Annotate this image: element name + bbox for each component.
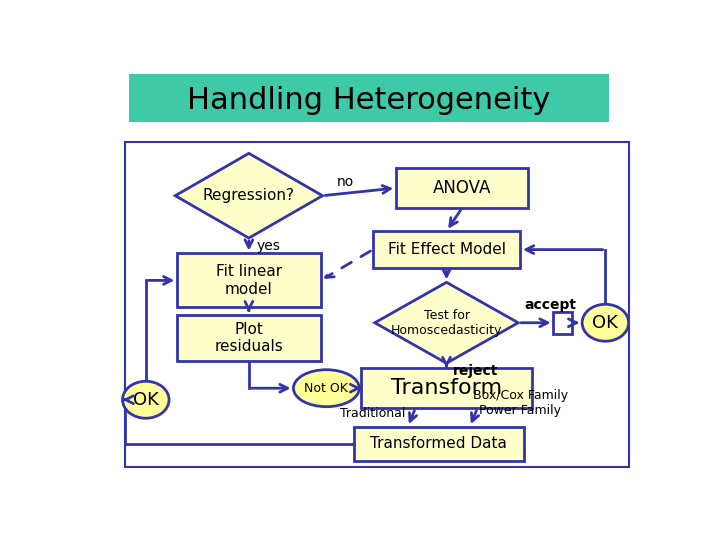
Text: OK: OK <box>133 391 158 409</box>
Text: ANOVA: ANOVA <box>433 179 491 197</box>
Bar <box>354 427 524 461</box>
Bar <box>125 142 629 467</box>
Bar <box>396 168 528 208</box>
Ellipse shape <box>122 381 169 418</box>
Text: Test for
Homoscedasticity: Test for Homoscedasticity <box>391 309 502 337</box>
Ellipse shape <box>294 370 359 407</box>
Text: OK: OK <box>593 314 618 332</box>
Text: Traditional: Traditional <box>340 408 405 421</box>
Bar <box>177 253 320 307</box>
Text: Transformed Data: Transformed Data <box>370 436 507 451</box>
Text: Regression?: Regression? <box>203 188 295 203</box>
Bar <box>177 315 320 361</box>
Text: Plot
residuals: Plot residuals <box>215 322 283 354</box>
Text: Fit Effect Model: Fit Effect Model <box>387 242 505 257</box>
Text: reject: reject <box>453 364 498 379</box>
Text: Handling Heterogeneity: Handling Heterogeneity <box>187 86 551 114</box>
Polygon shape <box>175 153 323 238</box>
Text: yes: yes <box>256 239 281 253</box>
Bar <box>373 231 520 268</box>
Bar <box>554 312 572 334</box>
Bar <box>361 368 532 408</box>
Text: Transform: Transform <box>391 378 502 398</box>
Text: no: no <box>336 176 354 190</box>
Text: Not OK: Not OK <box>305 382 348 395</box>
Polygon shape <box>375 282 518 363</box>
Text: Box/Cox Family
Power Family: Box/Cox Family Power Family <box>472 389 567 417</box>
Bar <box>129 74 609 122</box>
Ellipse shape <box>582 304 629 341</box>
Text: Fit linear
model: Fit linear model <box>216 264 282 296</box>
Text: accept: accept <box>524 298 577 312</box>
